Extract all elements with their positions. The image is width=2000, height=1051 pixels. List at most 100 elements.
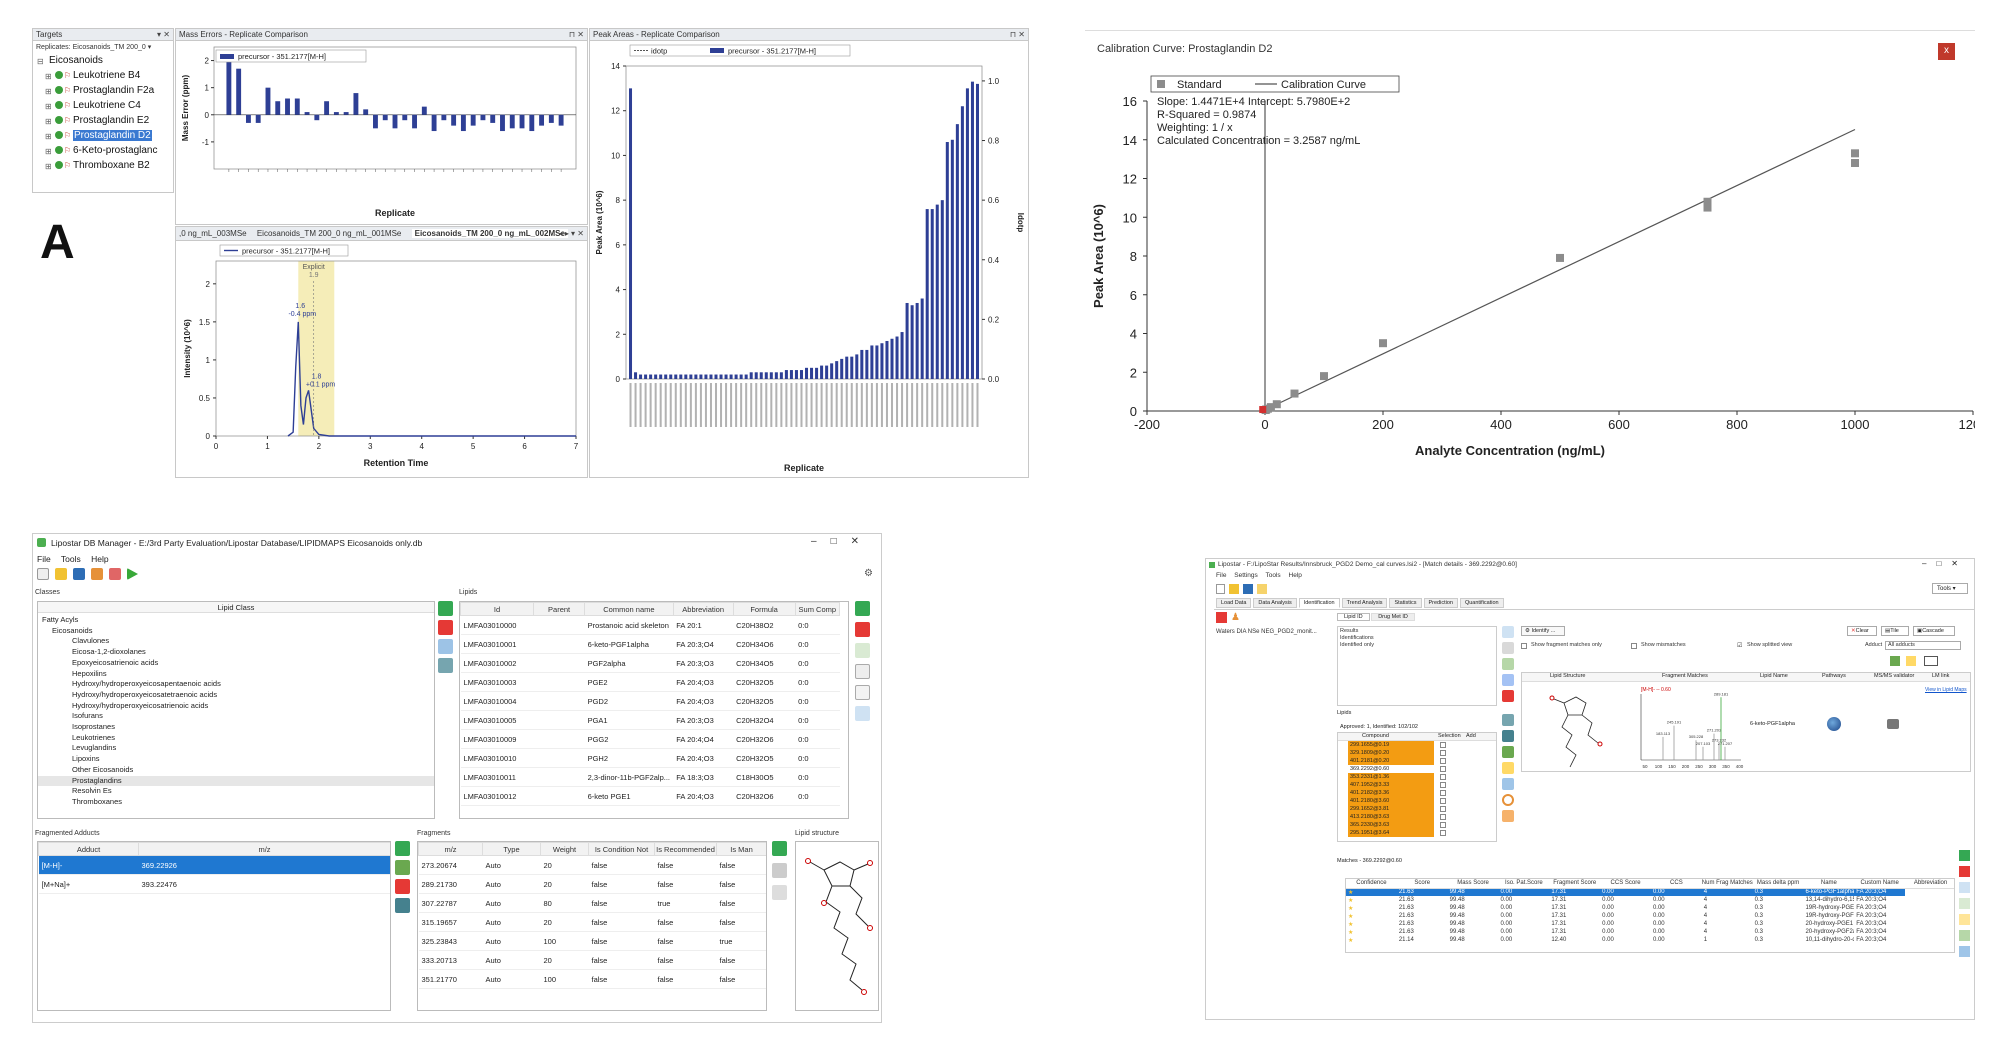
lipid-column-header[interactable]: Formula — [732, 602, 796, 616]
class-item[interactable]: Fatty Acyls — [42, 615, 79, 624]
tab-2[interactable]: Identification — [1298, 598, 1340, 608]
tool-match-icon[interactable] — [1959, 914, 1970, 925]
edit-match-icon[interactable] — [1959, 882, 1970, 893]
formula-icon[interactable] — [855, 664, 870, 679]
target-item[interactable]: ⊞ ⚐ Prostaglandin D2 — [33, 128, 173, 143]
import-icon[interactable] — [91, 568, 103, 580]
lipid-row[interactable]: LMFA03010010 PGH2 FA 20:4;O3 C20H32O5 0:0 — [460, 748, 840, 768]
selection-checkbox[interactable] — [1440, 758, 1446, 764]
selection-checkbox[interactable] — [1440, 766, 1446, 772]
compound-row[interactable]: 401.2181@0.20 — [1338, 757, 1496, 765]
match-row[interactable]: ★ 21.63 99.48 0.00 17.31 0.00 0.00 4 0.3 13,14-di… — [1346, 896, 1954, 904]
class-item[interactable]: Eicosanoids — [52, 625, 93, 635]
add-fragment-icon[interactable] — [772, 841, 787, 856]
tool-icon[interactable] — [1502, 714, 1514, 726]
target-item[interactable]: ⊞ ⚐ Prostaglandin F2a — [33, 83, 173, 98]
tool-icon[interactable] — [1502, 658, 1514, 670]
save-icon[interactable] — [1243, 584, 1253, 594]
new-icon[interactable] — [1216, 584, 1225, 594]
adduct-row[interactable]: [M-H]- 369.22926 — [38, 855, 390, 875]
match-column-header[interactable]: Num Frag Matches — [1701, 879, 1753, 889]
tool-match-icon[interactable] — [1959, 946, 1970, 957]
tab-1[interactable]: Data Analysis — [1253, 598, 1297, 608]
class-item[interactable]: Eicosa-1,2-dioxolanes — [72, 647, 146, 657]
results-item[interactable]: Identified only — [1340, 642, 1374, 648]
edit-fragment-icon[interactable] — [772, 885, 787, 900]
match-column-header[interactable]: Confidence — [1346, 879, 1397, 889]
tree-root[interactable]: ⊟ Eicosanoids — [33, 53, 173, 68]
selection-checkbox[interactable] — [1440, 798, 1446, 804]
selection-checkbox[interactable] — [1440, 822, 1446, 828]
class-item[interactable]: Levuglandins — [72, 743, 117, 753]
expand-icon[interactable]: ⊞ — [45, 87, 52, 96]
replicates-select[interactable]: Eicosanoids_TM 200_0 — [72, 44, 146, 51]
match-row[interactable]: ★ 21.63 99.48 0.00 17.31 0.00 0.00 4 0.3 20-hydro… — [1346, 920, 1954, 928]
cascade-button[interactable]: ▣Cascade — [1913, 626, 1955, 636]
chart-adduct-icon[interactable] — [395, 898, 410, 913]
edit-class-icon[interactable] — [438, 639, 453, 654]
window-controls-icon[interactable]: –□✕ — [811, 536, 873, 547]
menu-tools[interactable]: Tools — [60, 554, 81, 564]
run-icon[interactable] — [127, 568, 138, 580]
tool-match-icon[interactable] — [1959, 898, 1970, 909]
identify-button[interactable]: ⚙ Identify ... — [1521, 626, 1565, 636]
adduct-column-header[interactable]: Adduct — [38, 842, 139, 856]
tool-icon[interactable] — [1502, 810, 1514, 822]
results-item[interactable]: Identifications — [1340, 635, 1374, 641]
menu-settings[interactable]: Settings — [1234, 572, 1258, 579]
match-column-header[interactable]: CCS Score — [1600, 879, 1651, 889]
chrom-tab[interactable]: ,0 ng_mL_003MSe — [179, 229, 247, 238]
pane-controls-icon[interactable]: ⊓ ✕ — [1009, 30, 1025, 39]
target-item[interactable]: ⊞ ⚐ Thromboxane B2 — [33, 158, 173, 173]
compound-row[interactable]: 369.2292@0.60 — [1338, 765, 1496, 773]
filter-icon[interactable] — [1906, 656, 1916, 666]
class-item[interactable]: Hydroxy/hydroperoxyeicosatrienoic acids — [72, 700, 209, 710]
lipid-row[interactable]: LMFA03010004 PGD2 FA 20:4;O3 C20H32O5 0:0 — [460, 691, 840, 711]
project-item[interactable]: Waters DIA NSe NEG_PGD2_monit... — [1216, 629, 1317, 635]
target-item[interactable]: ⊞ ⚐ 6-Keto-prostaglanc — [33, 143, 173, 158]
subtab-lipid-id[interactable]: Lipid ID — [1337, 613, 1370, 621]
adduct-select[interactable]: All adducts — [1885, 641, 1961, 650]
expand-icon[interactable]: ⊞ — [45, 162, 52, 171]
fragment-column-header[interactable]: Type — [482, 842, 541, 856]
class-item[interactable]: Clavulones — [72, 636, 110, 646]
class-item[interactable]: Isofurans — [72, 711, 103, 721]
fragment-row[interactable]: 351.21770 Auto 100 false false false — [418, 969, 766, 989]
class-item[interactable]: Isoprostanes — [72, 722, 115, 732]
adduct-column-header[interactable]: m/z — [138, 842, 390, 856]
blank-icon[interactable] — [855, 685, 870, 700]
compound-row[interactable]: 329.1809@0.20 — [1338, 749, 1496, 757]
selection-checkbox[interactable] — [1440, 830, 1446, 836]
match-row[interactable]: ★ 21.14 99.48 0.00 12.40 0.00 0.00 1 0.3 10,11-di… — [1346, 936, 1954, 944]
add-lipid-icon[interactable] — [855, 601, 870, 616]
lipid-column-header[interactable]: Common name — [584, 602, 674, 616]
match-column-header[interactable]: Abbreviation — [1905, 879, 1954, 889]
chart-class-icon[interactable] — [438, 658, 453, 673]
lipid-row[interactable]: LMFA03010009 PGG2 FA 20:4;O4 C20H32O6 0:0 — [460, 729, 840, 749]
selection-checkbox[interactable] — [1440, 774, 1446, 780]
menu-file[interactable]: File — [1216, 572, 1227, 579]
fragment-column-header[interactable]: Is Condition Not — [588, 842, 655, 856]
pathway-globe-icon[interactable] — [1827, 717, 1841, 731]
menu-tools[interactable]: Tools — [1265, 572, 1281, 579]
fragment-row[interactable]: 307.22787 Auto 80 false true false — [418, 893, 766, 913]
fragment-row[interactable]: 333.20713 Auto 20 false false false — [418, 950, 766, 970]
tool-match-icon[interactable] — [1959, 930, 1970, 941]
match-column-header[interactable]: Fragment Score — [1549, 879, 1601, 889]
match-column-header[interactable]: Custom Name — [1854, 879, 1906, 889]
structure-tool-icon[interactable] — [855, 706, 870, 721]
tile-button[interactable]: ▤Tile — [1881, 626, 1909, 636]
match-column-header[interactable]: Mass Score — [1447, 879, 1499, 889]
expand-icon[interactable]: ⊞ — [45, 117, 52, 126]
delete-match-icon[interactable] — [1959, 866, 1970, 877]
import-adduct-icon[interactable] — [395, 860, 410, 875]
tab-0[interactable]: Load Data — [1216, 598, 1252, 608]
add-adduct-icon[interactable] — [395, 841, 410, 856]
fragment-column-header[interactable]: Is Man — [716, 842, 766, 856]
search-icon[interactable] — [1502, 794, 1514, 806]
tab-4[interactable]: Statistics — [1389, 598, 1422, 608]
lipid-row[interactable]: LMFA03010005 PGA1 FA 20:3;O3 C20H32O4 0:0 — [460, 710, 840, 730]
tool-icon[interactable] — [1502, 762, 1514, 774]
menu-file[interactable]: File — [37, 554, 51, 564]
tool-icon[interactable] — [1502, 626, 1514, 638]
